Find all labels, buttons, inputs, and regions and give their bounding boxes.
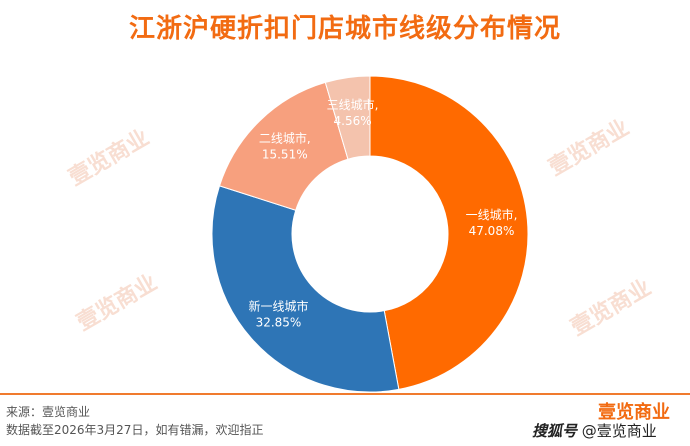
slice-2 <box>211 185 400 393</box>
slice-value-3: 15.51% <box>262 148 308 162</box>
credit-platform: 搜狐号 <box>532 422 578 440</box>
slice-label-3: 二线城市, <box>259 131 311 146</box>
slice-label-4: 三线城市, <box>327 97 379 112</box>
slice-value-1: 47.08% <box>469 224 515 238</box>
slice-label-2: 新一线城市 <box>248 299 308 314</box>
footer-note: 数据截至2026年3月27日，如有错漏，欢迎指正 <box>6 423 264 437</box>
slice-value-2: 32.85% <box>256 316 302 330</box>
slice-label-1: 一线城市, <box>466 207 518 222</box>
slice-4 <box>324 75 371 160</box>
footer-divider <box>0 393 690 395</box>
credit-line: 搜狐号 @壹览商业 <box>532 420 657 441</box>
footer-source: 来源：壹览商业 <box>6 405 91 419</box>
chart-title: 江浙沪硬折扣门店城市线级分布情况 <box>128 14 561 44</box>
credit-handle: @壹览商业 <box>581 422 657 440</box>
slice-value-4: 4.56% <box>334 114 372 128</box>
brand-logo: 壹览商业 <box>598 402 670 423</box>
slice-1 <box>369 75 529 390</box>
